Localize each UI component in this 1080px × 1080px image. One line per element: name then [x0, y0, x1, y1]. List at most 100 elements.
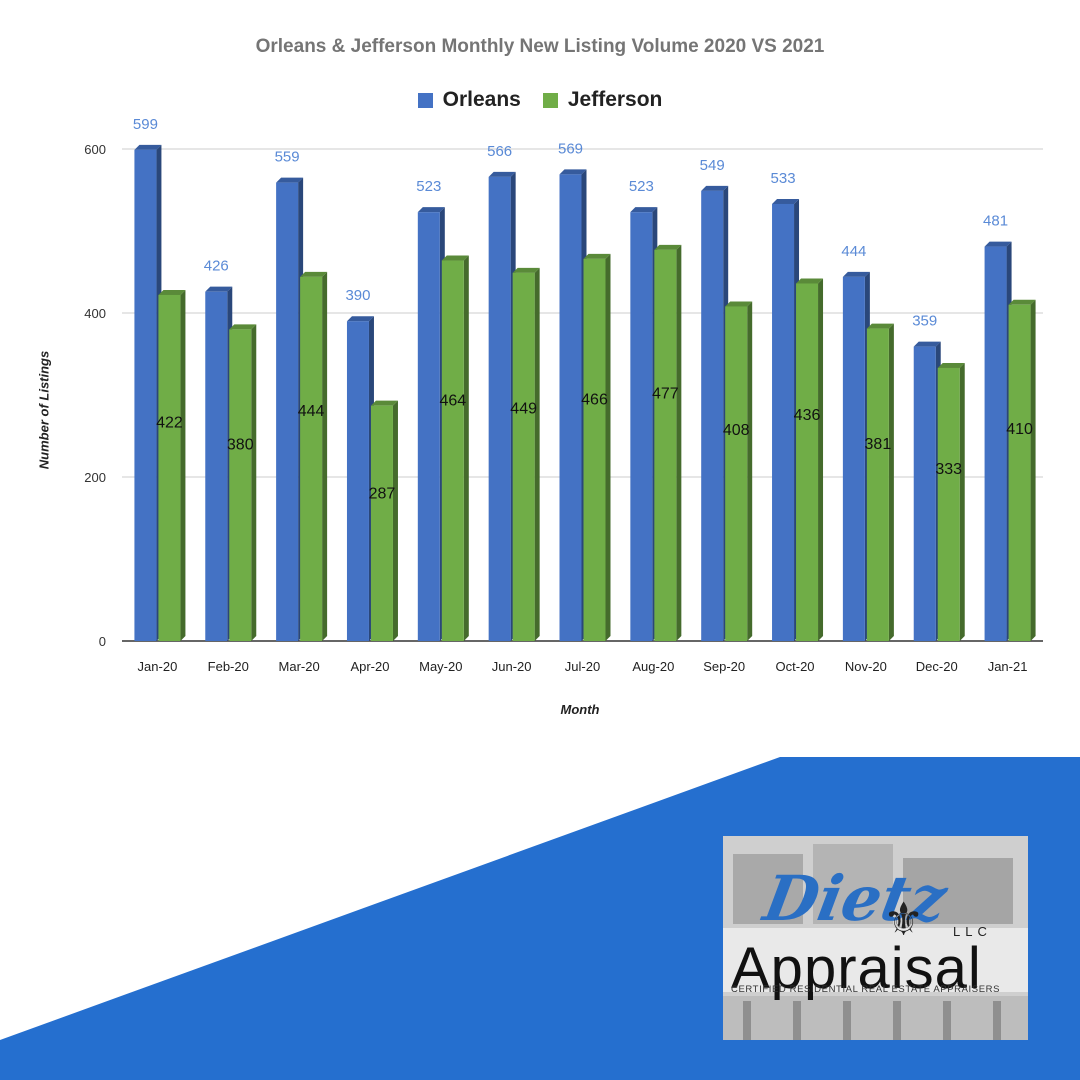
- bar-jefferson: [725, 306, 748, 641]
- bar-orleans: [346, 321, 369, 641]
- x-axis-title: Month: [560, 702, 600, 717]
- x-tick-label: Oct-20: [776, 659, 815, 674]
- bar-jefferson: [300, 276, 323, 641]
- bar-orleans: [701, 190, 724, 641]
- x-tick-label: Jan-21: [988, 659, 1028, 674]
- bar-orleans: [276, 182, 299, 641]
- data-label-orleans: 569: [558, 140, 583, 157]
- logo-name: Appraisal: [731, 936, 982, 1001]
- x-tick-label: May-20: [419, 659, 462, 674]
- legend-label-jefferson: Jefferson: [567, 88, 663, 111]
- fleur-de-lis-icon: ⚜: [883, 893, 925, 945]
- data-label-orleans: 566: [487, 143, 512, 160]
- x-tick-label: Dec-20: [916, 659, 958, 674]
- bar-jefferson: [158, 294, 181, 641]
- bar-jefferson: [654, 249, 677, 642]
- bar-orleans: [772, 203, 795, 641]
- legend: Orleans Jefferson: [0, 88, 1080, 112]
- bar-side-jefferson: [1030, 299, 1036, 641]
- x-tick-label: Apr-20: [350, 659, 389, 674]
- data-label-jefferson: 444: [298, 403, 325, 420]
- bar-top-orleans: [417, 207, 445, 213]
- company-logo: Dietz ⚜ LLC Appraisal CERTIFIED RESIDENT…: [723, 836, 1028, 1040]
- bar-jefferson: [1008, 304, 1031, 641]
- data-label-orleans: 426: [204, 258, 229, 275]
- bar-side-jefferson: [888, 323, 894, 641]
- x-tick-label: Jun-20: [492, 659, 532, 674]
- bar-side-jefferson: [180, 289, 186, 641]
- bar-top-orleans: [134, 144, 162, 150]
- bar-side-jefferson: [534, 267, 540, 641]
- bar-orleans: [984, 246, 1007, 641]
- bar-orleans: [488, 176, 511, 641]
- bar-chart: 0 200 400 600 599 422 Jan-20 426 380 Feb-20 559 444…: [84, 116, 1043, 674]
- bar-top-jefferson: [866, 323, 894, 329]
- bar-side-jefferson: [605, 253, 611, 641]
- bar-top-orleans: [276, 177, 304, 183]
- data-label-jefferson: 422: [156, 415, 183, 432]
- bar-side-jefferson: [463, 255, 469, 641]
- data-label-jefferson: 380: [227, 437, 254, 454]
- bar-top-jefferson: [512, 267, 540, 273]
- data-label-orleans: 523: [416, 178, 441, 195]
- data-label-orleans: 559: [275, 149, 300, 166]
- x-tick-label: Mar-20: [279, 659, 320, 674]
- y-tick-label: 400: [84, 306, 106, 321]
- bar-side-jefferson: [676, 244, 682, 642]
- legend-item-jefferson: Jefferson: [542, 88, 663, 112]
- bar-orleans: [630, 212, 653, 641]
- data-label-jefferson: 333: [935, 461, 962, 478]
- data-label-jefferson: 381: [865, 436, 892, 453]
- data-label-jefferson: 410: [1006, 421, 1033, 438]
- x-tick-label: Sep-20: [703, 659, 745, 674]
- bar-top-jefferson: [1008, 299, 1036, 305]
- data-label-orleans: 390: [345, 287, 370, 304]
- data-label-orleans: 599: [133, 116, 158, 133]
- bar-jefferson: [441, 260, 464, 641]
- bar-side-jefferson: [959, 362, 965, 641]
- bar-jefferson: [229, 329, 252, 641]
- bar-top-jefferson: [796, 278, 824, 284]
- bar-orleans: [559, 174, 582, 642]
- logo-llc: LLC: [953, 924, 992, 939]
- bar-top-jefferson: [229, 324, 257, 330]
- bar-top-orleans: [346, 316, 374, 322]
- data-label-orleans: 533: [771, 170, 796, 187]
- bar-top-jefferson: [937, 362, 965, 368]
- bar-orleans: [134, 149, 157, 641]
- bar-top-jefferson: [370, 400, 398, 406]
- bar-top-jefferson: [158, 289, 186, 295]
- data-label-jefferson: 477: [652, 386, 679, 403]
- data-label-orleans: 444: [841, 243, 866, 260]
- data-label-jefferson: 408: [723, 422, 750, 439]
- bar-orleans: [417, 212, 440, 641]
- bar-top-orleans: [701, 185, 729, 191]
- x-tick-label: Jul-20: [565, 659, 600, 674]
- bar-jefferson: [796, 283, 819, 641]
- x-tick-label: Nov-20: [845, 659, 887, 674]
- x-tick-label: Jan-20: [138, 659, 178, 674]
- bar-top-orleans: [842, 271, 870, 277]
- y-axis-title: Number of Listings: [36, 350, 52, 470]
- y-tick-label: 600: [84, 142, 106, 157]
- bar-top-jefferson: [441, 255, 469, 261]
- bar-side-jefferson: [251, 324, 257, 641]
- data-label-jefferson: 287: [369, 485, 396, 502]
- x-tick-label: Aug-20: [632, 659, 674, 674]
- data-label-orleans: 549: [700, 157, 725, 174]
- bar-jefferson: [583, 258, 606, 641]
- legend-swatch-orleans: [417, 92, 433, 108]
- chart-title: Orleans & Jefferson Monthly New Listing …: [255, 36, 825, 57]
- y-tick-label: 0: [99, 634, 106, 649]
- bar-side-jefferson: [747, 301, 753, 641]
- logo-tagline: CERTIFIED RESIDENTIAL REAL ESTATE APPRAI…: [731, 984, 1001, 995]
- legend-swatch-jefferson: [542, 92, 558, 108]
- bar-top-orleans: [984, 241, 1012, 247]
- bar-top-orleans: [205, 286, 233, 292]
- bar-top-jefferson: [583, 253, 611, 259]
- bar-jefferson: [512, 272, 535, 641]
- x-tick-label: Feb-20: [208, 659, 249, 674]
- bar-top-jefferson: [654, 244, 682, 250]
- bar-jefferson: [937, 367, 960, 641]
- data-label-jefferson: 466: [581, 391, 608, 408]
